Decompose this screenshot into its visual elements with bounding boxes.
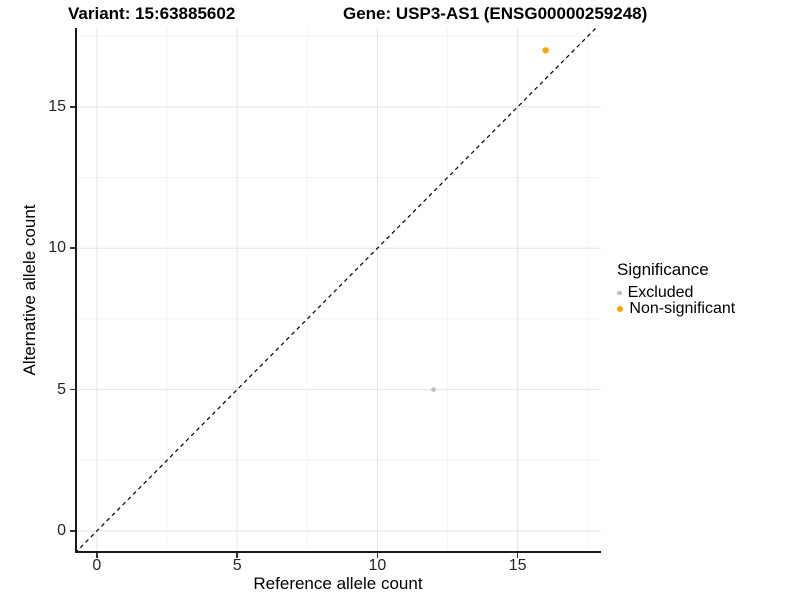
legend-items: Excluded Non-significant	[617, 284, 736, 317]
y-tick-mark	[70, 106, 75, 108]
y-tick-label: 5	[57, 380, 66, 398]
scatter-plot-canvas	[74, 27, 601, 554]
y-axis-title: Alternative allele count	[20, 204, 39, 376]
legend-item-label: Non-significant	[629, 300, 736, 317]
legend-key-dot-icon	[617, 305, 624, 313]
x-tick-mark	[236, 553, 238, 558]
x-tick-label: 5	[232, 557, 242, 574]
x-tick-mark	[376, 553, 379, 558]
x-tick-label: 10	[368, 557, 387, 574]
data-point-excluded	[431, 387, 436, 392]
y-tick-mark	[70, 530, 75, 532]
y-tick-mark	[70, 388, 75, 391]
y-tick-label: 10	[48, 239, 66, 257]
y-tick-mark	[70, 247, 75, 249]
legend-item-label: Excluded	[627, 284, 694, 301]
plot-panel	[74, 27, 601, 554]
x-tick-mark	[516, 553, 519, 558]
legend: Significance Excluded Non-significant	[617, 260, 735, 317]
legend-key-dot-icon	[617, 290, 622, 296]
identity-line	[74, 27, 597, 554]
y-tick-label: 0	[57, 521, 66, 539]
x-tick-mark	[96, 553, 98, 558]
data-point-non-significant	[542, 47, 549, 54]
y-tick-label: 15	[48, 97, 66, 115]
legend-title: Significance	[617, 260, 709, 279]
x-axis-title: Reference allele count	[253, 574, 423, 593]
x-tick-label: 0	[92, 557, 102, 574]
variant-title: Variant: 15:63885602	[68, 4, 236, 23]
gene-title: Gene: USP3-AS1 (ENSG00000259248)	[343, 4, 648, 23]
legend-item-non-significant: Non-significant	[617, 300, 736, 317]
x-tick-label: 15	[508, 557, 527, 574]
legend-item-excluded: Excluded	[617, 284, 735, 301]
